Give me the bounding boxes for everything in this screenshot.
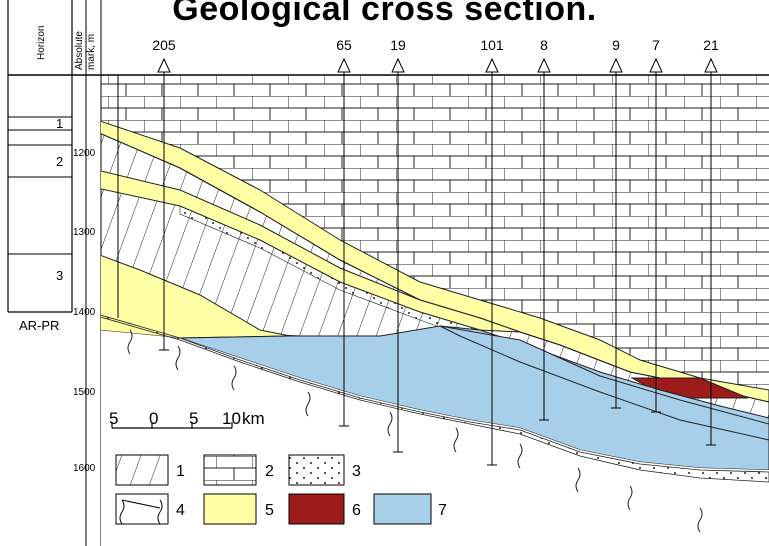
svg-text:1: 1: [176, 463, 185, 480]
svg-text:6: 6: [352, 502, 361, 519]
basement-dotted-top: [101, 314, 769, 483]
horizon-label-3: 3: [56, 268, 63, 283]
well-19: 19: [390, 37, 406, 453]
well-8: 8: [537, 37, 551, 421]
depth-label-1400: 1400: [73, 307, 96, 318]
horizon-header-label: Horizon: [36, 26, 47, 60]
legend-item-2: 2: [203, 454, 274, 486]
well-205: 205: [152, 37, 176, 351]
absolute-header-label-1: Absolute: [74, 31, 85, 70]
legend-item-6: 6: [288, 493, 361, 525]
well-9: 9: [609, 37, 623, 409]
well-marker-21: [704, 57, 718, 73]
section-body: [101, 75, 769, 546]
svg-text:3: 3: [352, 463, 361, 480]
legend-item-4: 4: [115, 493, 185, 525]
diagram-title: Geological cross section.: [172, 0, 597, 28]
scale-bar: 5 0 5 10 km: [109, 409, 265, 429]
depth-label-1200: 1200: [73, 148, 96, 159]
svg-text:4: 4: [176, 502, 185, 519]
legend-item-3: 3: [288, 454, 361, 486]
well-label-205: 205: [152, 37, 176, 53]
well-101: 101: [480, 37, 504, 466]
limestone-unit: [101, 75, 769, 395]
well-label-8: 8: [540, 37, 548, 53]
basement-squiggles: [127, 329, 703, 533]
depth-label-1500: 1500: [73, 387, 96, 398]
well-7: 7: [649, 37, 663, 413]
scale-tick-5: 5: [189, 409, 198, 428]
horizon-boundaries: [8, 116, 72, 255]
scale-tick-0: 0: [149, 409, 158, 428]
well-label-65: 65: [336, 37, 352, 53]
well-label-101: 101: [480, 37, 504, 53]
scale-unit: km: [242, 409, 265, 428]
well-marker-9: [609, 57, 623, 73]
well-label-19: 19: [390, 37, 406, 53]
scale-tick-5-left: 5: [109, 409, 118, 428]
well-21: 21: [703, 37, 719, 446]
legend: 1 2 3 4 5 6 7: [115, 454, 447, 525]
svg-text:2: 2: [265, 463, 274, 480]
well-label-21: 21: [703, 37, 719, 53]
well-marker-8: [537, 57, 551, 73]
well-label-7: 7: [652, 37, 660, 53]
svg-text:5: 5: [265, 502, 274, 519]
well-65: 65: [336, 37, 352, 427]
water-band-upper: [439, 325, 769, 441]
svg-text:7: 7: [438, 502, 447, 519]
well-label-9: 9: [612, 37, 620, 53]
legend-item-7: 7: [373, 493, 447, 525]
depth-labels: 1200 1300 1400 1500 1600: [73, 148, 96, 474]
depth-label-1600: 1600: [73, 463, 96, 474]
water-band: [179, 325, 769, 471]
wells-layer: 205 65 19 101 8 9 7 21: [117, 37, 719, 466]
well-marker-101: [485, 57, 499, 73]
horizon-label-1: 1: [56, 116, 63, 131]
basement: [101, 330, 769, 546]
legend-item-5: 5: [203, 493, 274, 525]
well-marker-7: [649, 57, 663, 73]
legend-item-1: 1: [115, 454, 185, 486]
scale-tick-10: 10: [222, 409, 241, 428]
horizon-label-2: 2: [56, 154, 63, 169]
well-marker-205: [157, 57, 171, 73]
well-marker-19: [391, 57, 405, 73]
basement-label: AR-PR: [19, 318, 59, 333]
depth-label-1300: 1300: [73, 227, 96, 238]
well-marker-65: [337, 57, 351, 73]
absolute-header-label-2: mark, m: [86, 34, 97, 70]
